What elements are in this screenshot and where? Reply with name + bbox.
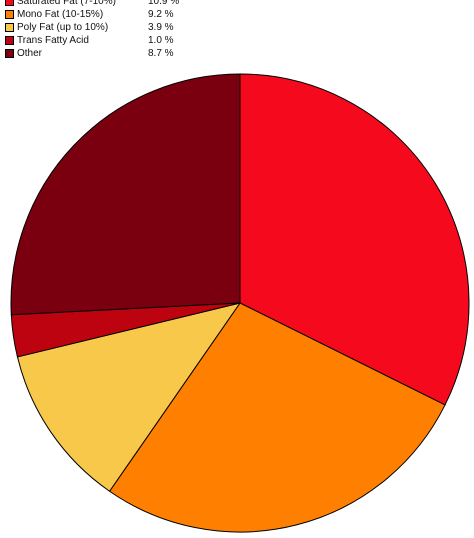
legend-entry-poly-fat: Poly Fat (up to 10%) 3.9 % bbox=[3, 21, 183, 34]
legend-swatch bbox=[5, 36, 14, 45]
pie-slice-other bbox=[10, 73, 241, 316]
legend-swatch bbox=[5, 10, 14, 19]
pie-slice-saturated-fat bbox=[239, 73, 470, 406]
legend-entry-trans-fatty-acid: Trans Fatty Acid 1.0 % bbox=[3, 34, 183, 47]
legend-swatch bbox=[5, 49, 14, 58]
pie-slice-mono-fat bbox=[108, 302, 446, 533]
pie-slice-poly-fat bbox=[16, 302, 242, 492]
legend-label: Other bbox=[17, 48, 43, 59]
legend-swatch bbox=[5, 23, 14, 32]
legend-entry-other: Other 8.7 % bbox=[3, 47, 183, 60]
legend-value: 3.9 % bbox=[148, 22, 174, 33]
legend-value: 8.7 % bbox=[148, 48, 174, 59]
legend-swatch bbox=[5, 0, 14, 6]
legend-label: Saturated Fat (7-10%) bbox=[17, 0, 116, 7]
legend-label: Mono Fat (10-15%) bbox=[17, 9, 104, 20]
legend-label: Trans Fatty Acid bbox=[17, 35, 89, 46]
legend-entry-saturated-fat: Saturated Fat (7-10%) 10.9 % bbox=[3, 0, 183, 8]
chart-legend: Saturated Fat (7-10%) 10.9 % Mono Fat (1… bbox=[3, 0, 183, 60]
legend-value: 10.9 % bbox=[148, 0, 180, 7]
legend-value: 1.0 % bbox=[148, 35, 174, 46]
legend-label: Poly Fat (up to 10%) bbox=[17, 22, 109, 33]
legend-entry-mono-fat: Mono Fat (10-15%) 9.2 % bbox=[3, 8, 183, 21]
legend-value: 9.2 % bbox=[148, 9, 174, 20]
